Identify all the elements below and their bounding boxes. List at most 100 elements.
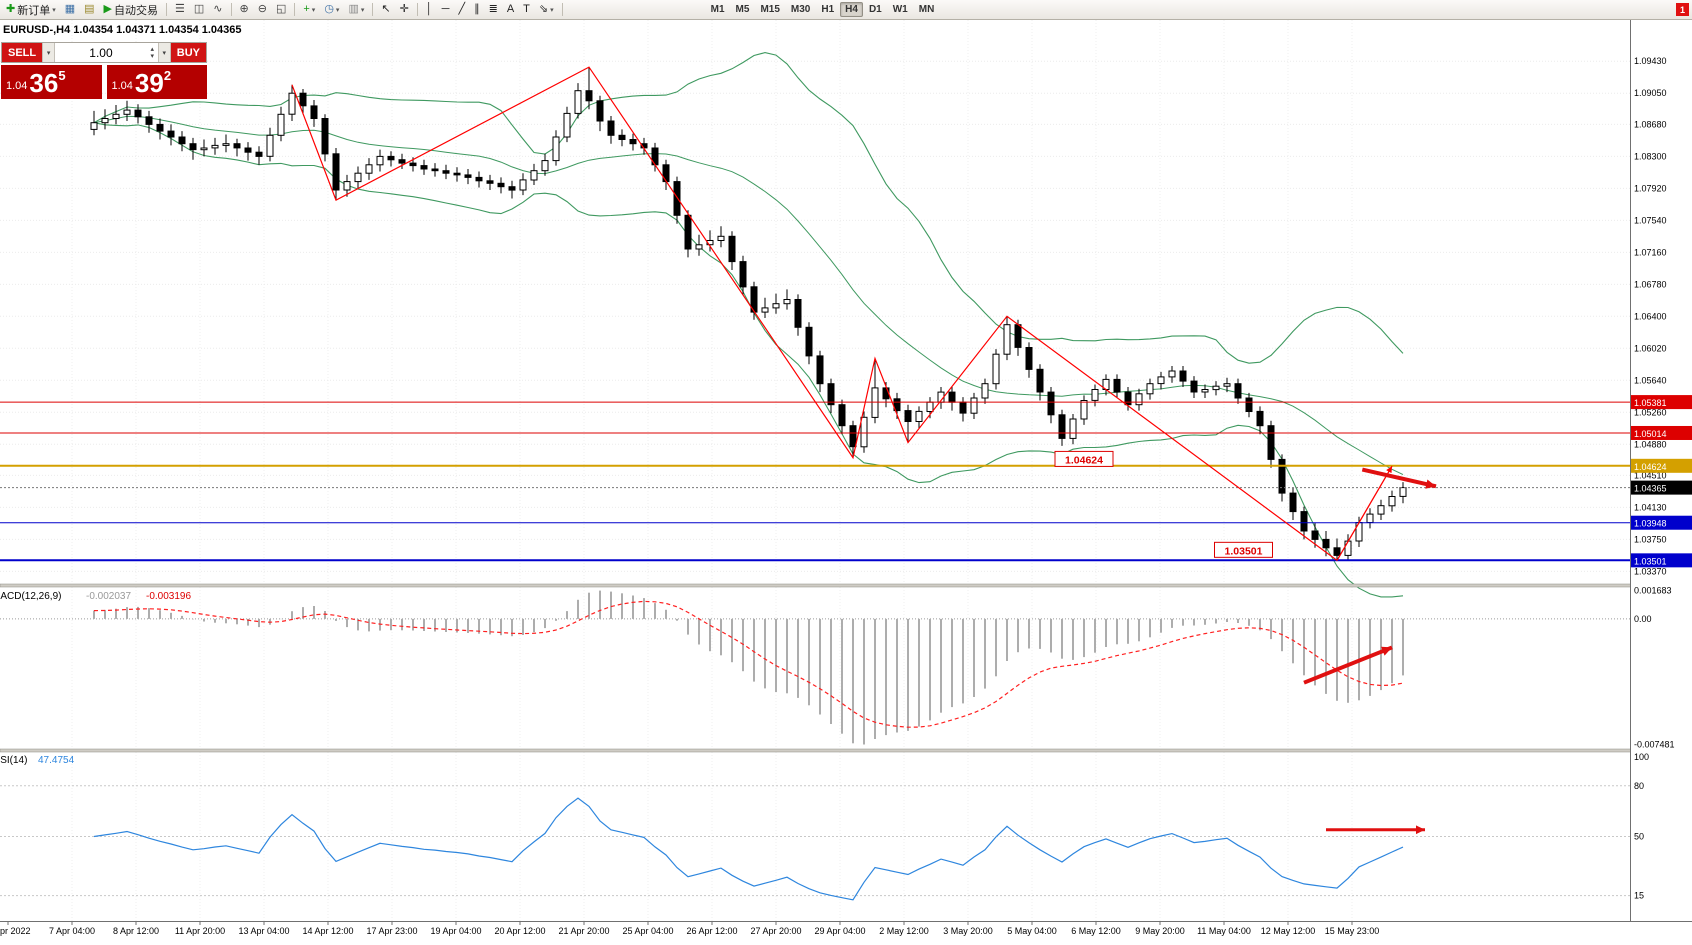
autotrading-button[interactable]: ▶ 自动交易 — [100, 0, 162, 19]
macd-pane[interactable]: MACD(12,26,9) -0.002037 -0.003196 — [0, 590, 1630, 745]
candle — [321, 114, 329, 162]
candle — [123, 100, 131, 121]
chart-ohlc-header: EURUSD-,H4 1.04354 1.04371 1.04354 1.043… — [3, 24, 242, 36]
pane-separator[interactable] — [0, 748, 1692, 753]
line-chart-button[interactable]: ∿ — [209, 0, 226, 19]
candle — [1069, 414, 1077, 445]
candle — [1377, 499, 1385, 520]
volume-input[interactable] — [55, 44, 147, 61]
candle — [992, 349, 1000, 390]
time-scale[interactable]: 6 Apr 2022 7 Apr 04:00 8 Apr 12:00 11 Apr 2… — [0, 921, 1692, 936]
candlestick-chart-button[interactable]: ◫ — [190, 0, 208, 19]
svg-text:1.03750: 1.03750 — [1634, 534, 1667, 544]
svg-text:12 May 12:00: 12 May 12:00 — [1261, 926, 1316, 936]
candle — [101, 109, 109, 130]
svg-text:1.09050: 1.09050 — [1634, 88, 1667, 98]
price-annotation[interactable]: 1.03501 — [1214, 541, 1273, 558]
zoom-in-button[interactable]: ⊕ — [236, 0, 253, 19]
trend-arrow[interactable] — [1361, 467, 1437, 489]
buy-button[interactable]: BUY — [170, 43, 206, 62]
candle — [398, 153, 406, 169]
indicators-button[interactable]: + ▾ — [299, 0, 319, 19]
autotrading-button-label: 自动交易 — [114, 4, 159, 17]
svg-text:1.04624: 1.04624 — [1065, 454, 1103, 466]
arrows-button[interactable]: ⇘ ▾ — [535, 0, 558, 19]
toolbar-buttons: ✚ 新订单 ▾ ▦ ▤ ▶ 自动交易 ☰ ◫ ∿ ⊕ ⊖ ◱ + ▾ ◷ ▾ ▥ ▾ ↖ ✛ │ ─ ╱ ∥ ≣ A T ⇘ ▾ — [2, 0, 566, 19]
price-badge: 1.03501 — [1631, 553, 1692, 568]
candle — [794, 294, 802, 336]
cursor-button[interactable]: ↖ — [377, 0, 394, 19]
bar-chart-button[interactable]: ☰ — [171, 0, 189, 19]
channel-button[interactable]: ∥ — [470, 0, 484, 19]
timeframe-d1-button[interactable]: D1 — [868, 4, 882, 15]
candle — [1388, 490, 1396, 512]
caret-down-icon: ▾ — [52, 6, 56, 14]
zigzag-line[interactable] — [291, 66, 1338, 561]
templates-button[interactable]: ▥ ▾ — [344, 0, 368, 19]
rsi-arrow[interactable] — [1326, 825, 1425, 835]
svg-text:1.04130: 1.04130 — [1634, 502, 1667, 512]
candle — [1245, 392, 1253, 418]
timeframe-m5-button[interactable]: M5 — [735, 4, 750, 15]
timeframe-m1-button[interactable]: M1 — [710, 4, 725, 15]
candle — [1190, 376, 1198, 398]
zoom-out-button[interactable]: ⊖ — [254, 0, 271, 19]
candle — [1080, 395, 1088, 425]
crosshair-button[interactable]: ✛ — [396, 0, 413, 19]
market-watch-button[interactable]: ▤ — [80, 0, 98, 19]
pane-separator[interactable] — [0, 583, 1692, 588]
svg-text:1.05640: 1.05640 — [1634, 375, 1667, 385]
candle — [629, 133, 637, 151]
notification-badge[interactable]: 1 — [1676, 3, 1689, 16]
svg-text:1.05381: 1.05381 — [1634, 398, 1667, 408]
sell-button[interactable]: SELL — [2, 43, 43, 62]
main-chart-pane[interactable]: 1.04624 1.03501 — [0, 52, 1630, 598]
zoom-in-icon: ⊕ — [239, 3, 249, 15]
candle — [453, 167, 461, 182]
text-button[interactable]: A — [503, 0, 518, 19]
svg-text:1.04510: 1.04510 — [1634, 470, 1667, 480]
crosshair-icon: ✛ — [399, 3, 409, 15]
price-scale[interactable]: 1.09430 1.09050 1.08680 1.08300 1.07920 1.075… — [1630, 20, 1692, 921]
svg-text:1.04624: 1.04624 — [1634, 462, 1667, 472]
buy-price-display[interactable]: 1.04 39 2 — [106, 65, 207, 99]
new-order-icon: ✚ — [6, 3, 16, 15]
buy-price-big: 39 — [134, 68, 164, 98]
bar-chart-icon: ☰ — [175, 3, 185, 15]
forecast-arrow[interactable] — [1336, 465, 1393, 561]
macd-arrow[interactable] — [1303, 645, 1393, 685]
candle — [1025, 342, 1033, 378]
tile-windows-button[interactable]: ◱ — [272, 0, 290, 19]
candle — [904, 404, 912, 443]
text-label-button[interactable]: T — [519, 0, 534, 19]
volume-spinner[interactable]: ▴ ▾ — [147, 46, 158, 60]
horizontal-line-button[interactable]: ─ — [438, 0, 454, 19]
macd-signal-line — [93, 600, 1404, 728]
spin-up-icon[interactable]: ▴ — [150, 45, 155, 53]
fibonacci-button[interactable]: ≣ — [485, 0, 502, 19]
trendline-button[interactable]: ╱ — [454, 0, 469, 19]
candle — [1256, 406, 1264, 435]
timeframe-mn-button[interactable]: MN — [918, 4, 935, 15]
timeframe-h4-button[interactable]: H4 — [840, 2, 863, 17]
rsi-pane[interactable]: RSI(14) 47.4754 — [0, 755, 1630, 901]
timeframe-m15-button[interactable]: M15 — [760, 4, 780, 15]
price-annotation[interactable]: 1.04624 — [1054, 450, 1114, 467]
periods-button[interactable]: ◷ ▾ — [320, 0, 343, 19]
sell-menu-caret[interactable]: ▾ — [42, 43, 56, 62]
buy-menu-caret[interactable]: ▾ — [157, 43, 171, 62]
sell-price-display[interactable]: 1.04 36 5 — [1, 65, 102, 99]
svg-text:1.07540: 1.07540 — [1634, 215, 1667, 225]
timeframe-m30-button[interactable]: M30 — [790, 4, 811, 15]
new-order-button[interactable]: ✚ 新订单 ▾ — [2, 0, 60, 19]
svg-text:9 May 20:00: 9 May 20:00 — [1135, 926, 1185, 936]
charts-grid-button[interactable]: ▦ — [61, 0, 79, 19]
vertical-line-button[interactable]: │ — [422, 0, 437, 19]
svg-text:1.09430: 1.09430 — [1634, 56, 1667, 66]
price-badge: 1.04624 — [1631, 458, 1692, 473]
timeframe-h1-button[interactable]: H1 — [821, 4, 835, 15]
horizontal-lines[interactable] — [0, 401, 1630, 562]
spin-down-icon[interactable]: ▾ — [150, 52, 155, 60]
timeframe-w1-button[interactable]: W1 — [892, 4, 908, 15]
